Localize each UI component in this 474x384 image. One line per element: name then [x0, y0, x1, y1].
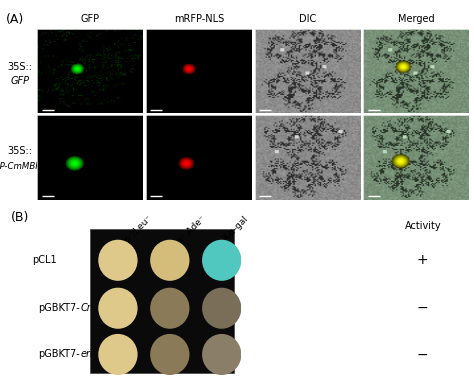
Text: Trp⁻/Leu⁻: Trp⁻/Leu⁻ [118, 214, 154, 250]
Text: His⁻ Ade⁻: His⁻ Ade⁻ [170, 214, 207, 252]
Ellipse shape [98, 288, 137, 329]
Text: +: + [417, 253, 428, 267]
Text: (B): (B) [11, 210, 29, 223]
Text: −: − [417, 301, 428, 315]
Text: 35S::: 35S:: [7, 62, 32, 72]
Ellipse shape [202, 288, 241, 329]
Text: GFP: GFP [10, 76, 29, 86]
Text: DIC: DIC [299, 14, 316, 24]
Text: pGBKT7-: pGBKT7- [38, 349, 80, 359]
FancyBboxPatch shape [90, 230, 234, 373]
Ellipse shape [202, 334, 241, 375]
Text: X-α-gal: X-α-gal [222, 214, 251, 243]
Text: GFP: GFP [81, 14, 100, 24]
Ellipse shape [150, 334, 190, 375]
Text: pGBKT7-: pGBKT7- [38, 303, 80, 313]
Ellipse shape [150, 288, 190, 329]
Text: Merged: Merged [398, 14, 435, 24]
Text: empty: empty [80, 349, 111, 359]
Ellipse shape [150, 240, 190, 281]
Text: CmMBF1c: CmMBF1c [80, 303, 129, 313]
Text: −: − [417, 348, 428, 361]
Text: pCL1: pCL1 [32, 255, 56, 265]
Text: GFP-CmMBF1c: GFP-CmMBF1c [0, 162, 51, 170]
Text: 35S::: 35S:: [7, 146, 32, 156]
Ellipse shape [98, 240, 137, 281]
Ellipse shape [202, 240, 241, 281]
Ellipse shape [98, 334, 137, 375]
Text: (A): (A) [6, 13, 25, 26]
Text: Activity: Activity [405, 221, 442, 231]
Text: mRFP-NLS: mRFP-NLS [173, 14, 224, 24]
